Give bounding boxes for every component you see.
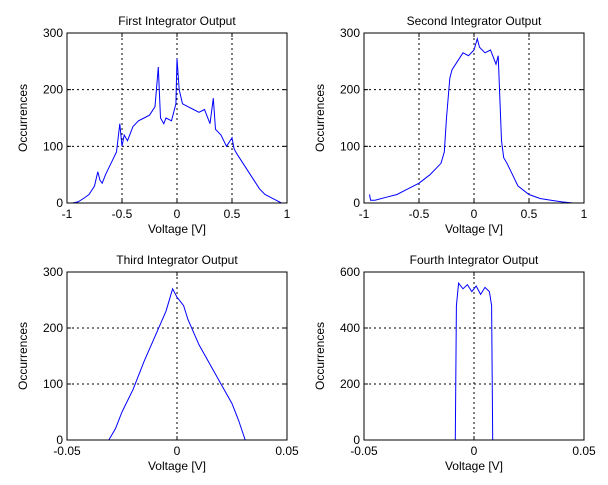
y-tick-label: 100 xyxy=(340,139,360,153)
y-tick-label: 200 xyxy=(43,321,63,335)
x-tick-label: 0.5 xyxy=(224,207,241,221)
y-tick-label: 400 xyxy=(340,321,360,335)
x-tick-label: -0.5 xyxy=(409,207,430,221)
y-tick-label: 200 xyxy=(43,83,63,97)
chart-title: Fourth Integrator Output xyxy=(410,253,539,267)
series-line xyxy=(72,58,282,204)
y-tick-label: 0 xyxy=(353,433,360,447)
chart-panel-1: -1 -0.5 0 0.5 1 0 100 200 300 First Integrator Ou… xyxy=(16,14,291,236)
y-tick-label: 300 xyxy=(43,26,63,40)
x-axis-label: Voltage [V] xyxy=(148,459,206,473)
x-tick-label: 0.5 xyxy=(521,207,538,221)
x-tick-label: 1 xyxy=(284,207,291,221)
x-tick-label: -0.5 xyxy=(112,207,133,221)
x-axis-label: Voltage [V] xyxy=(148,222,206,236)
x-axis-label: Voltage [V] xyxy=(445,222,503,236)
y-tick-label: 600 xyxy=(340,265,360,279)
x-axis-label: Voltage [V] xyxy=(445,459,503,473)
y-tick-label: 0 xyxy=(353,196,360,210)
chart-panel-2: -1 -0.5 0 0.5 1 0 100 200 300 Second Integrator O… xyxy=(313,14,588,236)
y-axis-label: Occurrences xyxy=(313,84,327,152)
y-tick-label: 200 xyxy=(340,83,360,97)
x-tick-label: -1 xyxy=(62,207,73,221)
x-tick-label: 0 xyxy=(471,444,478,458)
x-tick-label: -0.05 xyxy=(53,444,81,458)
x-tick-label: 0 xyxy=(174,444,181,458)
y-axis-label: Occurrences xyxy=(16,322,30,390)
y-tick-label: 300 xyxy=(340,26,360,40)
y-tick-label: 0 xyxy=(56,196,63,210)
y-tick-label: 100 xyxy=(43,139,63,153)
x-tick-label: 0.05 xyxy=(275,444,299,458)
chart-title: First Integrator Output xyxy=(118,14,236,28)
chart-title: Third Integrator Output xyxy=(116,253,238,267)
x-tick-label: 0 xyxy=(471,207,478,221)
series-line xyxy=(364,281,584,441)
y-tick-label: 200 xyxy=(340,377,360,391)
series-line xyxy=(369,36,579,204)
series-line xyxy=(67,287,287,441)
x-tick-label: 0 xyxy=(174,207,181,221)
y-axis-label: Occurrences xyxy=(16,84,30,152)
y-axis-label: Occurrences xyxy=(313,322,327,390)
x-tick-label: 1 xyxy=(581,207,588,221)
x-tick-label: -0.05 xyxy=(350,444,378,458)
y-tick-label: 300 xyxy=(43,265,63,279)
chart-title: Second Integrator Output xyxy=(407,14,542,28)
x-tick-label: -1 xyxy=(359,207,370,221)
y-tick-label: 0 xyxy=(56,433,63,447)
x-tick-label: 0.05 xyxy=(572,444,596,458)
y-tick-label: 100 xyxy=(43,377,63,391)
